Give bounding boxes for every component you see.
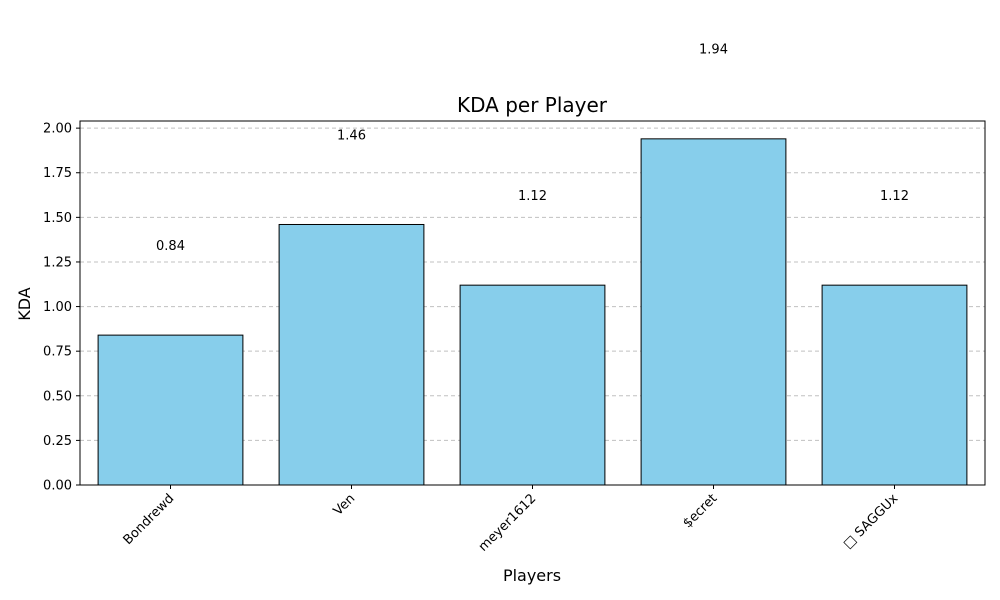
bar <box>97 334 244 486</box>
x-tick-label: $ecret <box>680 491 720 531</box>
y-tick-label: 0.25 <box>43 434 72 449</box>
bar <box>278 223 425 486</box>
value-label: 1.46 <box>337 128 366 143</box>
value-label: 0.84 <box>156 239 185 254</box>
value-label: 1.94 <box>699 43 728 58</box>
bar <box>459 284 606 486</box>
x-tick-label: meyer1612 <box>476 491 539 554</box>
x-tick-label: □ SAGGUx <box>841 491 902 552</box>
x-tick-label: Ven <box>331 491 359 519</box>
value-label: 1.12 <box>518 189 547 204</box>
bar <box>640 138 787 486</box>
x-tick-labels: Bondrewd Ven meyer1612 $ecret □ SAGGUx <box>121 485 902 555</box>
x-tick-label: Bondrewd <box>121 491 178 548</box>
bars <box>97 138 968 486</box>
y-tick-label: 2.00 <box>43 122 72 137</box>
y-tick-label: 1.25 <box>43 255 72 270</box>
plot-frame <box>79 120 986 486</box>
y-tick-label: 0.00 <box>43 479 72 494</box>
y-axis-label: KDA <box>15 287 34 321</box>
y-tick-label: 1.00 <box>43 300 72 315</box>
value-labels: 0.84 1.46 1.12 1.94 1.12 <box>156 43 909 254</box>
x-axis-label: Players <box>503 566 561 585</box>
y-tick-labels: 0.00 0.25 0.50 0.75 1.00 1.25 1.50 1.75 2.00 <box>43 122 80 494</box>
value-label: 1.12 <box>880 189 909 204</box>
y-tick-label: 1.50 <box>43 211 72 226</box>
y-tick-label: 0.75 <box>43 345 72 360</box>
y-tick-label: 1.75 <box>43 166 72 181</box>
y-tick-label: 0.50 <box>43 389 72 404</box>
chart-title: KDA per Player <box>457 93 608 117</box>
bar <box>821 284 968 486</box>
